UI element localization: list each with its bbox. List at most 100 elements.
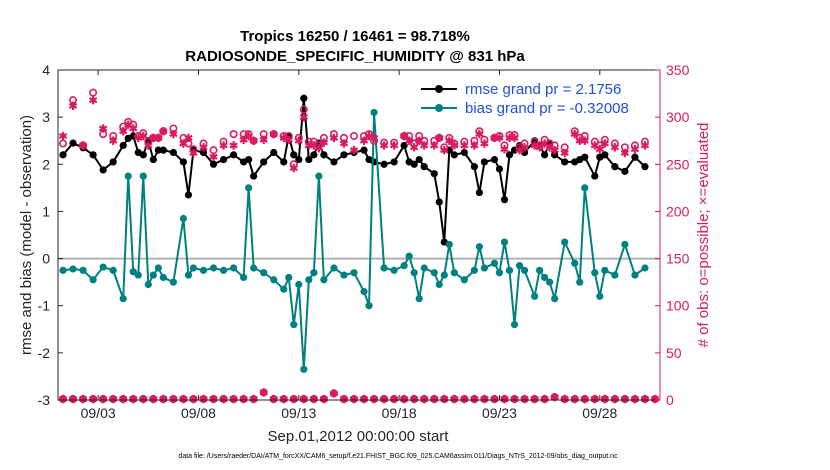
series-1-point (340, 271, 348, 279)
obs-evaluated-point (189, 148, 198, 158)
series-0-point (520, 148, 529, 157)
series-1-point (250, 264, 258, 272)
y-right-tick-label: 150 (666, 251, 690, 267)
y-left-tick-label: 0 (42, 251, 50, 267)
obs-possible-point (299, 105, 308, 114)
series-0-point (340, 151, 348, 159)
obs-evaluated-point (500, 145, 509, 154)
series-0-point (470, 163, 478, 171)
series-1-point (551, 295, 559, 303)
obs-evaluated-point (550, 145, 559, 155)
series-1-point (285, 273, 293, 282)
series-0-point (601, 151, 609, 159)
obs-evaluated-point (445, 136, 454, 145)
obs-evaluated-point (339, 139, 349, 148)
series-1-point (500, 238, 509, 246)
plot-area (58, 70, 660, 400)
series-1-point (530, 292, 539, 300)
obs-evaluated-point (475, 129, 484, 139)
y-left-tick-label: -2 (38, 345, 51, 361)
obs-evaluated-baseline-point (329, 389, 339, 398)
series-1-point (109, 266, 117, 274)
obs-evaluated-point (510, 133, 519, 143)
obs-evaluated-point (399, 131, 409, 141)
y-right-tick-label: 250 (666, 156, 690, 172)
series-1-point (330, 264, 338, 272)
series-1-point (209, 264, 218, 272)
series-layer (58, 88, 660, 404)
obs-evaluated-point (88, 95, 98, 105)
series-1-point (245, 184, 253, 192)
series-0-point (490, 155, 499, 164)
series-1-point (270, 276, 278, 284)
obs-evaluated-point (435, 133, 444, 143)
y-left-tick-label: -1 (38, 298, 51, 314)
series-1-point (405, 252, 413, 260)
series-1-point (541, 273, 549, 282)
obs-evaluated-point (409, 143, 419, 152)
obs-evaluated-point (610, 143, 620, 152)
series-0-point (260, 158, 268, 166)
obs-evaluated-point (480, 139, 489, 148)
series-0-point (250, 172, 258, 180)
series-0-point (154, 146, 162, 154)
obs-evaluated-point (600, 139, 610, 148)
series-1-point (641, 264, 649, 272)
obs-evaluated-point (379, 141, 389, 150)
series-0-point (561, 158, 569, 166)
series-1-point (219, 266, 228, 274)
legend: rmse grand pr = 2.1756 bias grand pr = -… (421, 81, 629, 117)
series-0-point (415, 155, 423, 164)
obs-evaluated-point (314, 144, 324, 153)
series-0-point (139, 151, 147, 159)
series-0-point (330, 158, 338, 166)
series-0-point (149, 155, 157, 164)
series-0-point (199, 148, 208, 157)
series-1-point (59, 266, 67, 274)
obs-evaluated-point (440, 145, 449, 155)
obs-evaluated-point (415, 136, 424, 145)
series-0-point (410, 160, 418, 168)
obs-evaluated-point (108, 136, 118, 145)
y-axis-left-ticks: -3 -2 -1 0 1 2 3 4 (38, 62, 63, 408)
obs-evaluated-point (630, 145, 640, 154)
series-0-point (380, 160, 388, 168)
obs-evaluated-point (78, 141, 88, 150)
y-left-tick-label: 4 (42, 62, 50, 78)
obs-evaluated-point (319, 138, 329, 147)
series-1-point (435, 280, 443, 289)
obs-evaluated-point (640, 141, 650, 150)
series-1-point (581, 184, 589, 192)
series-0-point (581, 153, 589, 161)
series-1-point (591, 269, 599, 277)
series-1-point (571, 259, 579, 267)
obs-evaluated-point (68, 101, 78, 111)
obs-evaluated-point (259, 135, 268, 144)
x-tick-label: 09/13 (281, 405, 316, 421)
series-0-point (229, 151, 238, 159)
series-1-point (89, 276, 97, 284)
x-axis-ticks: 09/03 09/08 09/13 09/18 09/23 09/28 (81, 70, 618, 421)
obs-possible-point (229, 130, 238, 139)
series-1-point (621, 240, 629, 249)
series-0-point (69, 139, 77, 147)
series-1-point (400, 262, 408, 270)
series-0-point (435, 198, 443, 206)
series-1-point (365, 302, 373, 310)
y-left-tick-label: 1 (42, 203, 50, 219)
obs-evaluated-point (184, 133, 193, 143)
series-1-point (561, 238, 569, 246)
obs-evaluated-point (144, 141, 153, 150)
series-1-point (300, 365, 308, 373)
series-0-point (400, 141, 408, 150)
series-1-point (450, 269, 458, 277)
obs-evaluated-point (58, 131, 68, 141)
series-1-point (179, 214, 188, 223)
obs-evaluated-point (450, 141, 459, 150)
series-0-point (290, 151, 298, 159)
obs-evaluated-point (269, 129, 278, 139)
series-0-point (300, 94, 308, 102)
series-0-point (430, 170, 438, 178)
obs-evaluated-point (209, 152, 218, 161)
